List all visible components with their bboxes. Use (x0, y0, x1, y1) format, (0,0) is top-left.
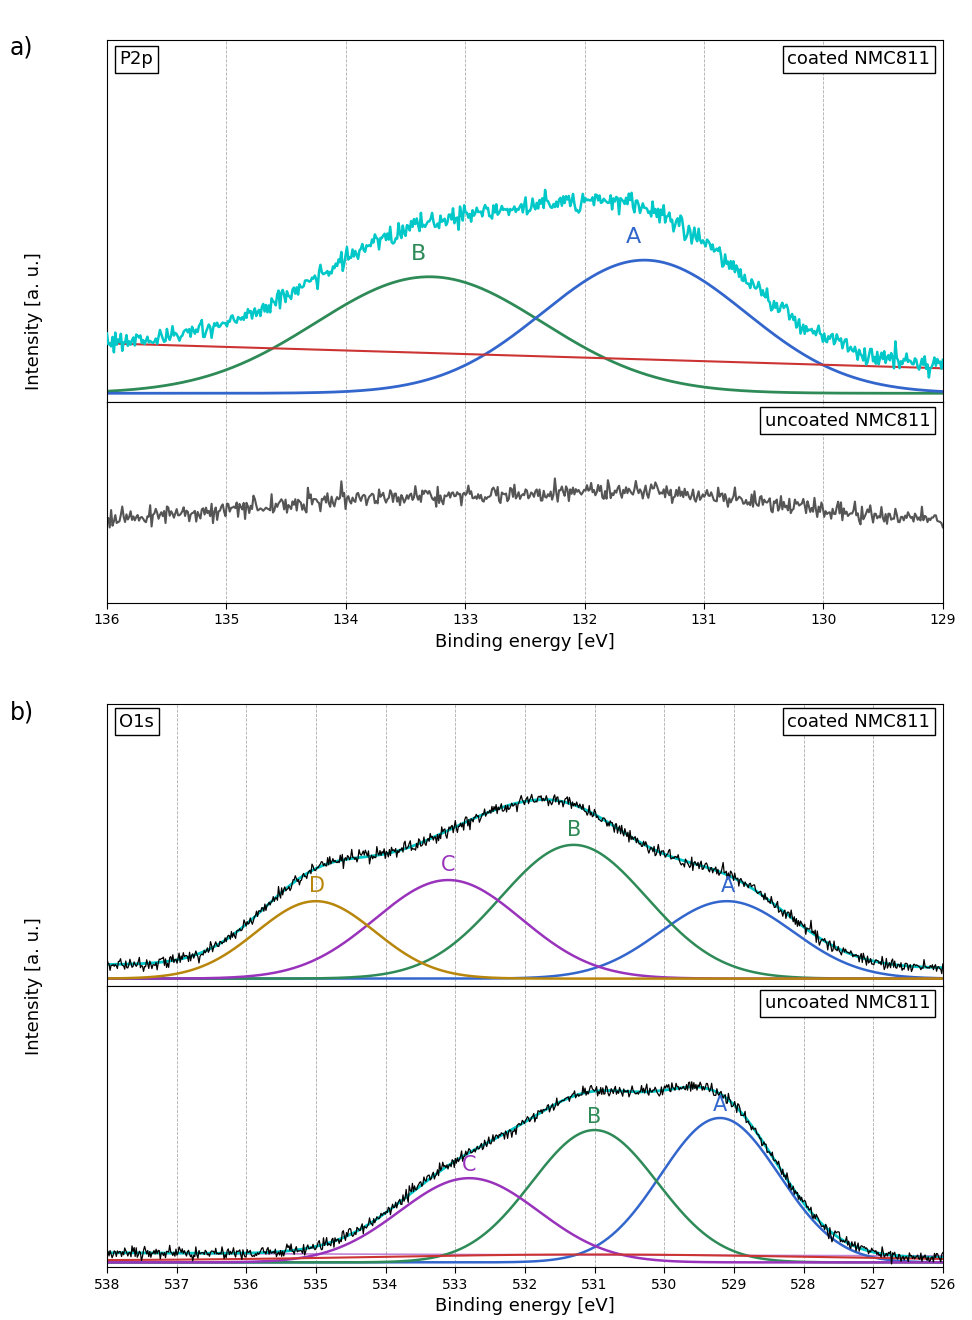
Text: A: A (713, 1094, 727, 1115)
Text: Intensity [a. u.]: Intensity [a. u.] (25, 917, 43, 1055)
Text: coated NMC811: coated NMC811 (787, 50, 930, 69)
Text: b): b) (10, 700, 34, 725)
Text: B: B (567, 820, 581, 840)
X-axis label: Binding energy [eV]: Binding energy [eV] (435, 1298, 614, 1315)
Text: coated NMC811: coated NMC811 (787, 713, 930, 730)
Text: B: B (587, 1106, 602, 1127)
Text: a): a) (10, 36, 33, 59)
Text: A: A (720, 876, 735, 896)
Text: uncoated NMC811: uncoated NMC811 (765, 412, 930, 430)
Text: P2p: P2p (120, 50, 154, 69)
Text: Intensity [a. u.]: Intensity [a. u.] (25, 252, 43, 389)
Text: O1s: O1s (120, 713, 155, 730)
Text: D: D (309, 876, 326, 896)
Text: C: C (441, 855, 456, 875)
Text: C: C (462, 1155, 476, 1175)
Text: uncoated NMC811: uncoated NMC811 (765, 994, 930, 1012)
Text: A: A (626, 227, 642, 247)
X-axis label: Binding energy [eV]: Binding energy [eV] (435, 632, 614, 651)
Text: B: B (411, 244, 427, 264)
